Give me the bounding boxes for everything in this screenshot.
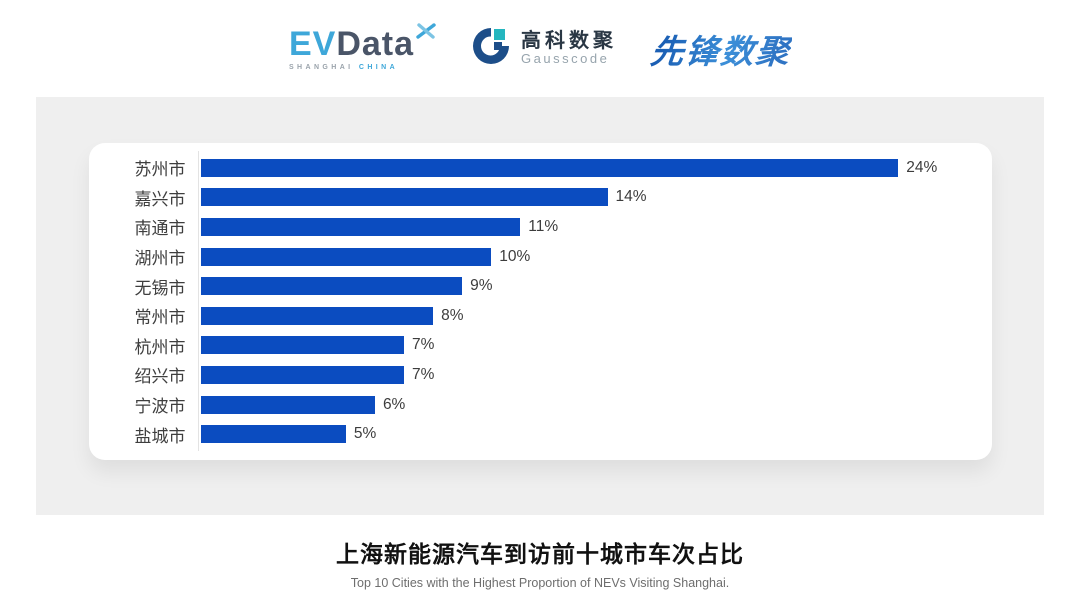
bar-row: 常州市 8% (130, 301, 972, 331)
city-label: 嘉兴市 (134, 189, 186, 209)
header: EV Data SHANGHAI CHINA 高科数聚 (0, 0, 1080, 97)
gausscode-en-text: Gausscode (521, 51, 610, 67)
footer: 上海新能源汽车到访前十城市车次占比 Top 10 Cities with the… (0, 535, 1080, 590)
bar-row: 湖州市 10% (130, 242, 972, 272)
bar-track: 10% (200, 247, 972, 266)
bar-row: 嘉兴市 14% (130, 183, 972, 213)
value-label: 14% (615, 188, 647, 206)
bar-row: 盐城市 5% (130, 419, 972, 449)
city-label: 盐城市 (134, 426, 186, 446)
evdata-ev-text: EV (288, 24, 337, 63)
city-label: 宁波市 (134, 397, 186, 417)
bar-row: 杭州市 7% (130, 331, 972, 361)
bar-chart: 苏州市 24% 嘉兴市 14% 南通市 11% 湖州市 10% 无锡市 9% 常州市 8% 杭州市 7% 绍… (130, 151, 972, 451)
value-label: 7% (412, 336, 435, 354)
bar (200, 365, 404, 384)
bar-row: 南通市 11% (130, 212, 972, 242)
bar-track: 11% (200, 217, 972, 236)
gausscode-logo: 高科数聚 Gausscode (470, 25, 617, 72)
g-ring-icon (470, 25, 512, 72)
bar (200, 247, 492, 266)
bar-row: 绍兴市 7% (130, 360, 972, 390)
pioneer-logo: 先锋数聚 (649, 25, 794, 73)
bar-track: 7% (200, 365, 972, 384)
bar (200, 158, 899, 177)
chart-panel: 苏州市 24% 嘉兴市 14% 南通市 11% 湖州市 10% 无锡市 9% 常州市 8% 杭州市 7% 绍… (36, 97, 1044, 515)
bar-track: 14% (200, 188, 972, 207)
bar (200, 188, 608, 207)
gausscode-cn-text: 高科数聚 (521, 30, 618, 53)
evdata-wordmark: EV Data (288, 22, 436, 63)
evdata-sub-china: CHINA (358, 63, 399, 71)
bar-track: 9% (200, 277, 972, 296)
value-label: 10% (499, 247, 531, 265)
bar (200, 277, 463, 296)
city-label: 常州市 (134, 308, 186, 328)
value-label: 5% (353, 425, 377, 443)
chart-subtitle: Top 10 Cities with the Highest Proportio… (350, 576, 730, 590)
bar (200, 336, 404, 355)
bar (200, 395, 375, 414)
value-label: 9% (470, 277, 493, 295)
value-label: 24% (906, 158, 938, 176)
bar-row: 苏州市 24% (130, 153, 972, 183)
city-label: 绍兴市 (134, 367, 186, 387)
city-label: 南通市 (134, 219, 186, 239)
bar-track: 24% (200, 158, 972, 177)
bar-track: 6% (200, 395, 972, 414)
value-label: 11% (528, 217, 559, 235)
evdata-subtext: SHANGHAI CHINA (289, 64, 436, 71)
chart-title: 上海新能源汽车到访前十城市车次占比 (336, 541, 744, 567)
x-star-icon (415, 15, 437, 49)
city-label: 无锡市 (134, 278, 186, 298)
value-label: 6% (382, 395, 406, 413)
city-label: 杭州市 (134, 337, 186, 357)
bar (200, 306, 434, 325)
evdata-sub-shanghai: SHANGHAI (288, 63, 354, 71)
value-label: 7% (412, 365, 435, 383)
bar-row: 无锡市 9% (130, 271, 972, 301)
evdata-data-text: Data (336, 24, 415, 63)
bar-track: 8% (200, 306, 972, 325)
value-label: 8% (441, 306, 464, 324)
bar-track: 7% (200, 336, 972, 355)
bar (200, 217, 521, 236)
bar-row: 宁波市 6% (130, 390, 972, 420)
bar (200, 425, 346, 444)
city-label: 湖州市 (134, 249, 186, 269)
chart-card: 苏州市 24% 嘉兴市 14% 南通市 11% 湖州市 10% 无锡市 9% 常州市 8% 杭州市 7% 绍… (88, 143, 992, 460)
bar-track: 5% (200, 425, 972, 444)
gausscode-wordmark: 高科数聚 Gausscode (521, 30, 617, 66)
city-label: 苏州市 (134, 160, 186, 180)
evdata-logo: EV Data SHANGHAI CHINA (288, 22, 436, 71)
